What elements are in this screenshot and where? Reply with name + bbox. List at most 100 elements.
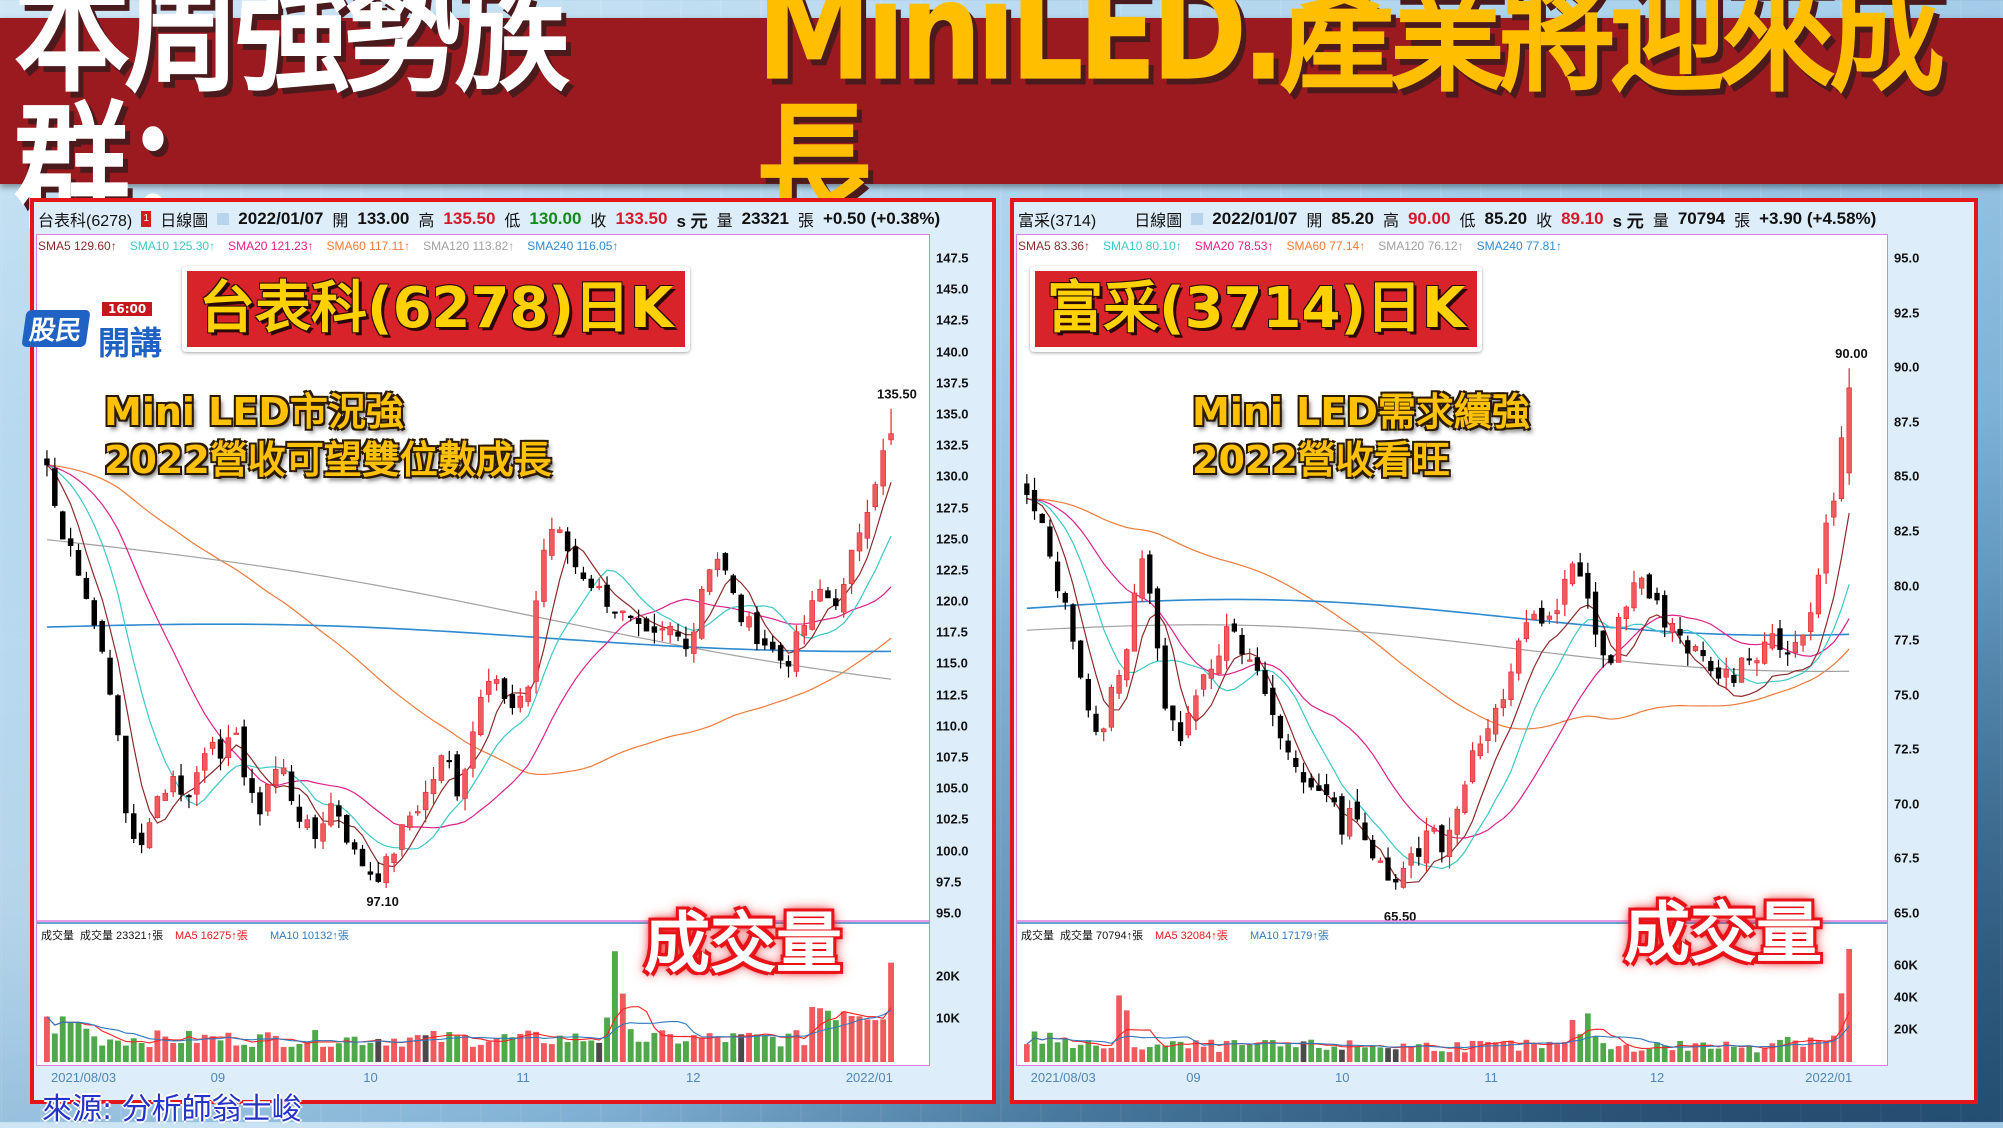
volume-bar [1039, 1043, 1046, 1062]
volume-bar [438, 1041, 445, 1062]
candle [1047, 526, 1053, 557]
candle [1262, 670, 1268, 694]
candle [1108, 686, 1115, 728]
candlestick-plot[interactable]: 90.00 65.50 成交量 成交量 70794↑張 MA5 32084↑張 MA10 … [1016, 234, 1888, 1066]
svg-text:MA5 16275↑張: MA5 16275↑張 [175, 929, 248, 942]
candle [1692, 646, 1699, 652]
volume-label: 量 [716, 213, 733, 230]
volume-bar [1254, 1044, 1261, 1062]
candle [1585, 572, 1591, 599]
volume-bar [1485, 1041, 1491, 1062]
candle [414, 811, 421, 814]
volume-bar [233, 1045, 240, 1062]
volume-bar [659, 1030, 666, 1062]
volume-bar [264, 1032, 271, 1062]
candle [1285, 740, 1291, 753]
candle [1093, 713, 1099, 732]
volume-bar [138, 1043, 145, 1062]
volume-bar [588, 1040, 595, 1062]
annotation-3714: Mini LED需求續強 2022營收看旺 [1192, 388, 1530, 484]
candle [667, 625, 673, 636]
candle [1062, 593, 1068, 603]
volume-bar [1162, 1045, 1169, 1062]
volume-bar [1492, 1042, 1499, 1062]
volume-bar [619, 993, 626, 1062]
y-tick-label: 85.0 [1894, 468, 1920, 484]
candle [1708, 661, 1714, 672]
sma240-line [46, 623, 892, 653]
volume-bar [683, 1041, 689, 1062]
candle [1608, 655, 1614, 664]
volume-bar [1231, 1040, 1238, 1062]
candle [620, 610, 626, 614]
candle [746, 616, 752, 628]
sma20-line [1026, 498, 1850, 839]
candle [478, 696, 484, 736]
candle [296, 806, 303, 822]
y-tick-label: 112.5 [936, 687, 968, 703]
candle [1024, 483, 1030, 495]
candlestick-plot[interactable]: 135.50 97.10 成交量 成交量 23321↑張 MA5 16275↑張 MA10… [36, 234, 930, 1066]
candle [722, 553, 729, 571]
volume-bar [470, 1046, 476, 1062]
y-tick-label: 72.5 [1894, 741, 1920, 757]
candle [391, 853, 397, 863]
y-tick-label: 87.5 [1894, 414, 1920, 430]
volume-bar [1830, 1035, 1837, 1062]
candle [872, 484, 879, 507]
y-tick-label: 142.5 [936, 312, 969, 328]
volume-bar [1815, 1040, 1822, 1062]
candle [225, 737, 232, 759]
volume-bar [612, 951, 618, 1062]
candle [67, 538, 74, 546]
alert-badge[interactable]: 1 [141, 211, 152, 227]
candle [1731, 674, 1737, 683]
volume-bar [848, 1015, 855, 1062]
candle [312, 817, 318, 839]
dropdown-icon[interactable] [217, 213, 230, 225]
high-value: 135.50 [443, 209, 496, 228]
volume-legend: 成交量 成交量 23321↑張 MA5 16275↑張 MA10 10132↑張 [41, 928, 349, 942]
chart-type[interactable]: 日線圖 [160, 213, 209, 230]
volume-bar [1346, 1040, 1353, 1062]
candle [1208, 668, 1214, 679]
volume-bar [51, 1033, 58, 1062]
stock-title-label-6278: 台表科(6278)日K [182, 266, 691, 352]
x-tick-label: 12 [1649, 1070, 1665, 1085]
volume-bar [501, 1034, 508, 1062]
svg-text:成交量: 成交量 [1021, 928, 1054, 942]
candle [1546, 615, 1553, 620]
dropdown-icon[interactable] [1191, 213, 1204, 225]
volume-bar [1216, 1051, 1222, 1062]
candle [146, 822, 153, 849]
candle [1523, 622, 1530, 640]
sma-legend-item: SMA10 125.30↑ [129, 239, 216, 253]
volume-bar [1654, 1042, 1660, 1062]
candle [762, 638, 768, 646]
volume-bar [761, 1035, 768, 1062]
chart-type[interactable]: 日線圖 [1134, 213, 1183, 230]
candle [1600, 630, 1606, 656]
volume-bar [1339, 1049, 1345, 1062]
candle [840, 584, 847, 613]
candle [493, 679, 500, 684]
volume-bar [1692, 1043, 1699, 1062]
candle [1224, 626, 1230, 661]
candle [1662, 595, 1668, 628]
volume-bar [1431, 1050, 1437, 1062]
stock-title-text: 富采(3714)日K [1035, 271, 1478, 347]
candle [1815, 574, 1822, 615]
volume-bar [840, 1011, 847, 1062]
candle [359, 848, 366, 867]
y-tick-label: 120.0 [936, 593, 969, 609]
candle [367, 871, 374, 875]
candle [785, 660, 792, 667]
stock-title-label-3714: 富采(3714)日K [1030, 266, 1483, 352]
low-value: 85.20 [1484, 209, 1528, 228]
volume-bar [1631, 1051, 1637, 1062]
y-tick-label: 97.5 [936, 874, 962, 890]
volume-bar [604, 1017, 610, 1062]
sma60-line [46, 464, 892, 776]
volume-value: 70794 [1677, 209, 1726, 228]
volume-bar [1062, 1039, 1069, 1062]
